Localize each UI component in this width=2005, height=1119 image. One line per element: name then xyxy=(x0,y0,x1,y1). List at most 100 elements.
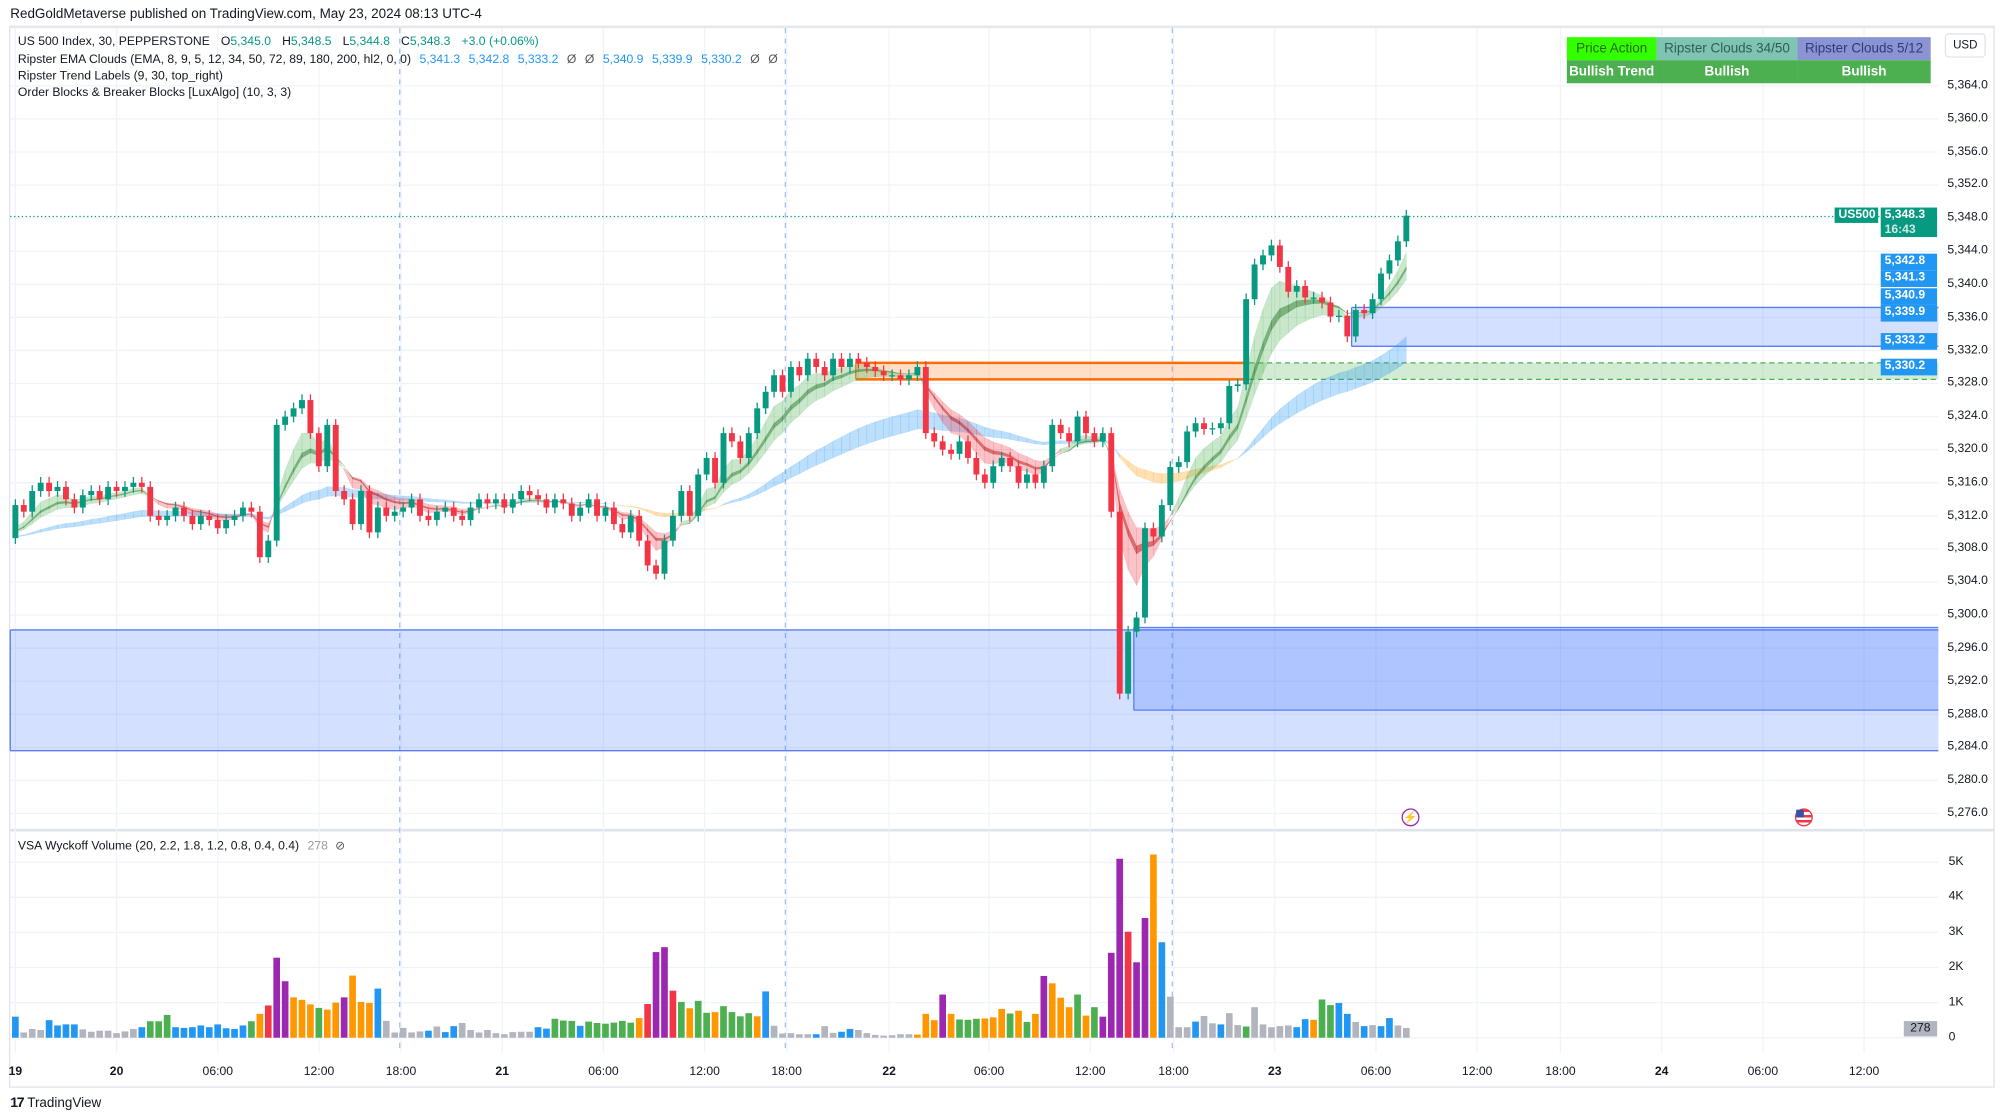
ema-value: 5,340.9 xyxy=(602,52,644,67)
candle-body xyxy=(442,507,449,512)
candle xyxy=(720,427,727,489)
candle-body xyxy=(1302,285,1309,298)
candle xyxy=(1091,427,1098,448)
legend-symbol-row[interactable]: US 500 Index, 30, PEPPERSTONE O5,345.0 H… xyxy=(18,35,539,49)
volume-bar xyxy=(1402,1027,1410,1038)
ema-cloud-34-50 xyxy=(1389,343,1399,374)
ema-cloud-34-50 xyxy=(799,454,809,475)
candle xyxy=(417,493,423,522)
candle-body xyxy=(796,366,803,376)
indicator-title: Ripster EMA Clouds (EMA, 8, 9, 5, 12, 34… xyxy=(17,52,412,67)
ema-cloud-5-12 xyxy=(976,428,986,465)
candle-body xyxy=(299,400,305,409)
candle xyxy=(661,534,668,580)
volume-bar xyxy=(1006,1013,1014,1038)
legend-ema-clouds[interactable]: Ripster EMA Clouds (EMA, 8, 9, 5, 12, 34… xyxy=(18,53,778,67)
volume-bar xyxy=(450,1026,458,1038)
candle xyxy=(307,394,314,439)
ema-cloud-5-12 xyxy=(1178,475,1188,510)
us-flag-event-icon[interactable] xyxy=(1794,808,1813,827)
candle xyxy=(425,510,432,526)
ema-cloud-5-12 xyxy=(849,363,859,384)
candle xyxy=(897,369,904,386)
volume-bar xyxy=(433,1026,441,1038)
ema-cloud-34-50 xyxy=(65,522,75,528)
candle xyxy=(130,476,137,493)
candle xyxy=(1352,304,1359,343)
candle-body xyxy=(678,491,685,516)
price-axis-label: 5,304.0 xyxy=(1947,574,1988,589)
change-value: +3.0 (+0.06%) xyxy=(461,34,539,49)
candle-body xyxy=(703,457,710,475)
ema-cloud-34-50 xyxy=(832,436,842,459)
ema-cloud-34-50 xyxy=(1009,432,1019,442)
order-blocks xyxy=(9,306,1939,752)
price-badge: 5,330.2 xyxy=(1880,358,1938,376)
ema-cloud-5-12 xyxy=(756,420,766,465)
candle xyxy=(872,361,879,377)
price-badge: 5,333.2 xyxy=(1880,333,1938,350)
candle-body xyxy=(214,519,221,529)
volume-legend[interactable]: VSA Wyckoff Volume (20, 2.2, 1.8, 1.2, 0… xyxy=(18,839,345,853)
ema-cloud-8-9 xyxy=(1397,265,1407,285)
table-value-clouds-34-50: Bullish xyxy=(1656,60,1798,84)
candle xyxy=(299,394,305,415)
ema-cloud-5-12 xyxy=(1186,457,1196,498)
candle xyxy=(678,485,685,522)
candle-body xyxy=(315,433,322,467)
candle-body xyxy=(1276,245,1283,267)
ema-cloud-34-50 xyxy=(99,516,109,524)
ema-cloud-34-50 xyxy=(992,429,1003,439)
candle-body xyxy=(830,358,837,376)
volume-bar xyxy=(1318,999,1326,1038)
legend-order-blocks[interactable]: Order Blocks & Breaker Blocks [LuxAlgo] … xyxy=(17,85,292,100)
price-badge: 5,342.8 xyxy=(1880,253,1938,271)
candle-body xyxy=(897,375,904,380)
ema-cloud-34-50 xyxy=(90,517,100,525)
ema-cloud-34-50 xyxy=(1372,355,1382,383)
candle-body xyxy=(880,371,887,376)
candle-body xyxy=(619,524,626,533)
candle-body xyxy=(12,505,19,539)
legend-trend-labels[interactable]: Ripster Trend Labels (9, 30, top_right) xyxy=(17,69,223,84)
ema-cloud-34-50 xyxy=(1380,349,1390,379)
ema-value: 5,341.3 xyxy=(419,52,461,67)
ema-cloud-34-50 xyxy=(1035,440,1045,446)
price-axis-label: 5,276.0 xyxy=(1947,805,1988,820)
volume-bar xyxy=(1015,1010,1022,1038)
hidden-values-icon[interactable]: ⊘ xyxy=(335,839,346,854)
candle xyxy=(88,485,95,501)
volume-bar xyxy=(1343,1013,1351,1038)
candle-body xyxy=(737,441,744,458)
ema-cloud-34-50 xyxy=(107,514,117,523)
volume-bar xyxy=(711,1012,719,1038)
candle xyxy=(796,361,803,382)
candle-body xyxy=(560,499,567,504)
candle xyxy=(560,493,567,510)
candle xyxy=(1293,280,1300,298)
candle-body xyxy=(720,433,727,483)
candle xyxy=(1057,419,1064,439)
candle xyxy=(155,510,162,526)
volume-bar xyxy=(28,1028,36,1038)
lightning-event-icon[interactable]: ⚡ xyxy=(1401,808,1420,827)
candle xyxy=(906,369,912,386)
candle-body xyxy=(492,499,499,504)
candle-body xyxy=(1369,299,1376,314)
candle-body xyxy=(1310,297,1317,299)
volume-bar xyxy=(787,1033,795,1038)
candle-body xyxy=(1175,462,1182,468)
ema-cloud-34-50 xyxy=(284,500,294,513)
candle xyxy=(1251,258,1258,305)
ema-cloud-34-50 xyxy=(1397,335,1407,369)
candle-body xyxy=(509,499,516,508)
time-axis-label: 18:00 xyxy=(1158,1064,1189,1079)
tradingview-logo[interactable]: 17 TradingView xyxy=(10,1095,101,1110)
currency-button[interactable]: USD xyxy=(1944,33,1986,58)
ema-cloud-34-50 xyxy=(900,411,910,435)
ema-value: Ø xyxy=(750,52,760,67)
ema-cloud-34-50 xyxy=(976,423,986,437)
time-axis-label: 12:00 xyxy=(1461,1064,1493,1079)
